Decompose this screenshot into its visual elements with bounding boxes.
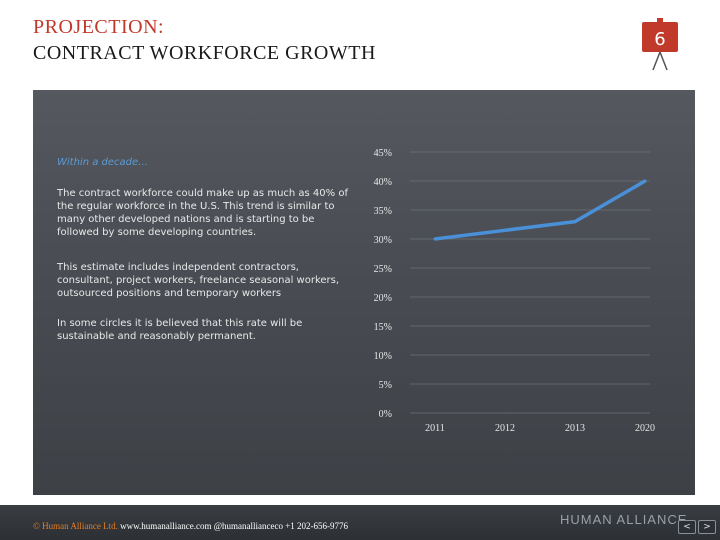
title-line-2: CONTRACT WORKFORCE GROWTH <box>33 42 376 64</box>
data-point <box>433 237 437 241</box>
y-tick-label: 10% <box>374 351 392 362</box>
y-tick-label: 0% <box>379 409 392 420</box>
human-alliance-logo: HUMAN ALLIANCE <box>560 512 688 527</box>
data-point <box>503 228 507 232</box>
slide-number-badge: 6 <box>642 18 678 71</box>
previous-slide-button[interactable]: < <box>678 520 696 534</box>
x-tick-label: 2020 <box>635 423 655 434</box>
paragraph-3: In some circles it is believed that this… <box>57 318 303 342</box>
y-tick-label: 25% <box>374 264 392 275</box>
footer-text: © Human Alliance Ltd. www.humanalliance.… <box>33 521 348 531</box>
line-chart: 0% 5% 10% 15% 20% 25% 30% 35% 40% 45% 2011 2012 2013… <box>374 148 655 434</box>
content-panel <box>33 90 695 495</box>
x-tick-label: 2011 <box>425 423 445 434</box>
slide-number: 6 <box>654 29 665 50</box>
x-tick-label: 2013 <box>565 423 585 434</box>
y-tick-label: 20% <box>374 293 392 304</box>
footer-brand: © Human Alliance Ltd. <box>33 521 118 531</box>
title-line-1: PROJECTION: <box>33 16 165 38</box>
intro-text: Within a decade… <box>57 157 149 168</box>
y-tick-label: 40% <box>374 177 392 188</box>
y-tick-label: 30% <box>374 235 392 246</box>
series-line <box>434 179 646 241</box>
footer-contact: www.humanalliance.com @humanallianceco +… <box>117 521 349 531</box>
y-tick-label: 15% <box>374 322 392 333</box>
y-tick-label: 5% <box>379 380 392 391</box>
footer-bar <box>0 505 720 540</box>
y-tick-label: 35% <box>374 206 392 217</box>
next-slide-button[interactable]: > <box>698 520 716 534</box>
paragraph-1: The contract workforce could make up as … <box>57 188 348 238</box>
x-tick-label: 2012 <box>495 423 515 434</box>
y-tick-label: 45% <box>374 148 392 159</box>
data-point <box>643 179 647 183</box>
data-point <box>573 220 577 224</box>
paragraph-2: This estimate includes independent contr… <box>57 262 340 299</box>
